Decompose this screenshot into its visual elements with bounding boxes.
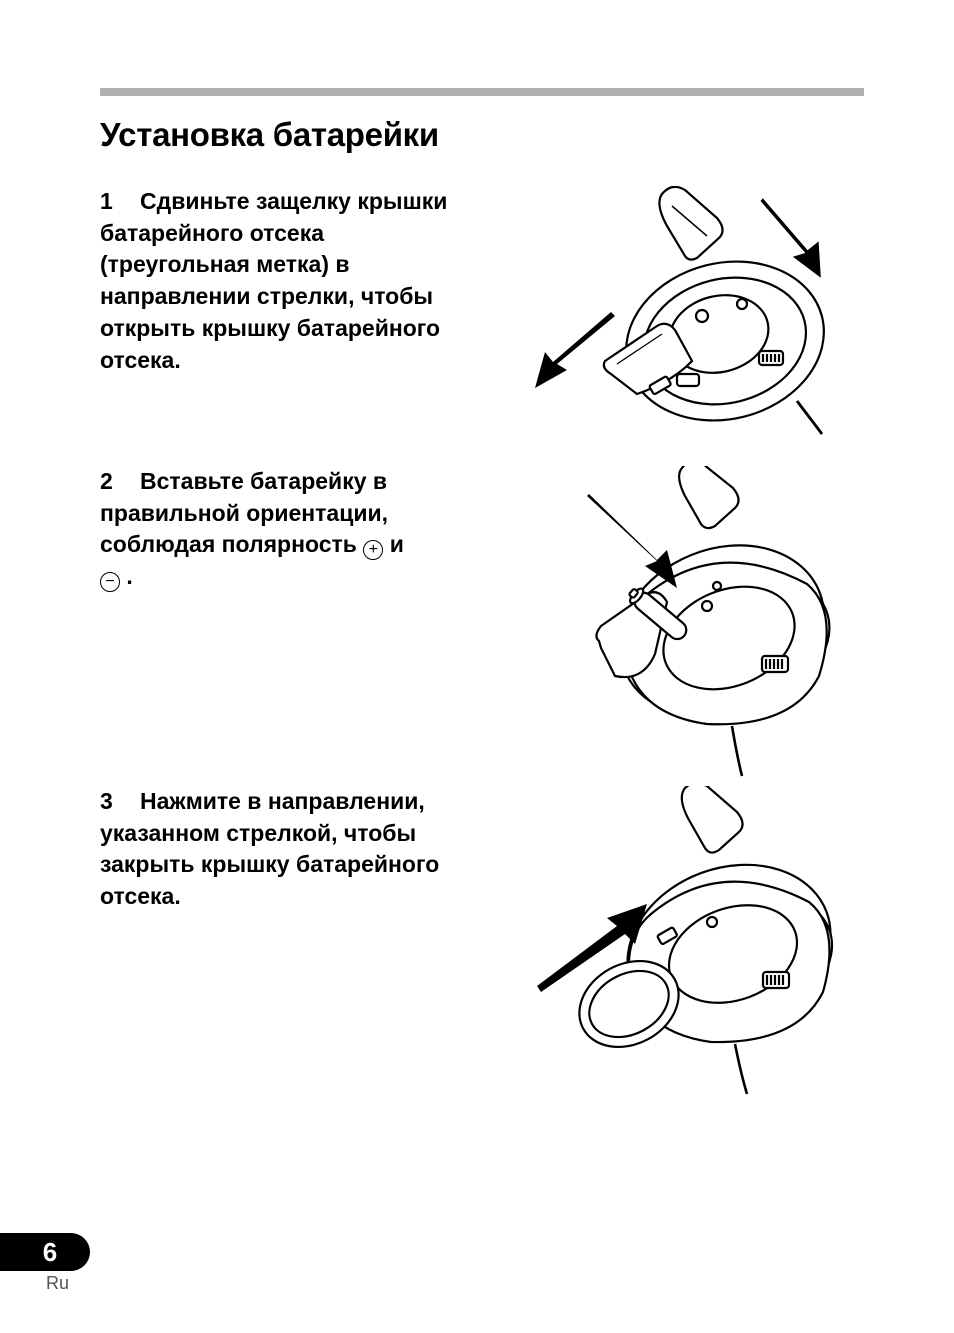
step-2: 2Вставьте батарейку в правильной ориента… (100, 466, 864, 786)
step-1-illustration (490, 186, 864, 466)
step-2-body-b: и (383, 531, 404, 557)
step-2-body-a: Вставьте батарейку в правильной ориентац… (100, 468, 388, 557)
step-3: 3Нажмите в направлении, указанном стрелк… (100, 786, 864, 1106)
plus-icon: + (363, 540, 383, 560)
headphone-close-svg (507, 786, 847, 1106)
step-3-body: Нажмите в направлении, указанном стрелко… (100, 788, 439, 909)
step-1-text: 1Сдвиньте защелку крышки батарейного отс… (100, 186, 460, 376)
minus-icon: − (100, 572, 120, 592)
step-3-number: 3 (100, 786, 140, 818)
page-title: Установка батарейки (100, 116, 864, 154)
step-2-illustration (490, 466, 864, 786)
page-language-label: Ru (46, 1273, 120, 1294)
top-rule (100, 88, 864, 96)
page-footer: 6 Ru (0, 1233, 120, 1293)
page-number-badge: 6 (0, 1233, 90, 1271)
headphone-battery-svg (507, 466, 847, 786)
arrow-insert-icon (587, 494, 677, 588)
step-2-number: 2 (100, 466, 140, 498)
steps-list: 1Сдвиньте защелку крышки батарейного отс… (100, 186, 864, 1106)
step-3-illustration (490, 786, 864, 1106)
step-3-text: 3Нажмите в направлении, указанном стрелк… (100, 786, 460, 913)
headphone-open-svg (507, 186, 847, 466)
step-2-body-c: . (120, 563, 133, 589)
step-1-body: Сдвиньте защелку крышки батарейного отсе… (100, 188, 447, 373)
step-1-number: 1 (100, 186, 140, 218)
step-1: 1Сдвиньте защелку крышки батарейного отс… (100, 186, 864, 466)
step-2-text: 2Вставьте батарейку в правильной ориента… (100, 466, 460, 593)
arrow-open-icon (535, 312, 615, 388)
manual-page: Установка батарейки 1Сдвиньте защелку кр… (0, 0, 954, 1333)
